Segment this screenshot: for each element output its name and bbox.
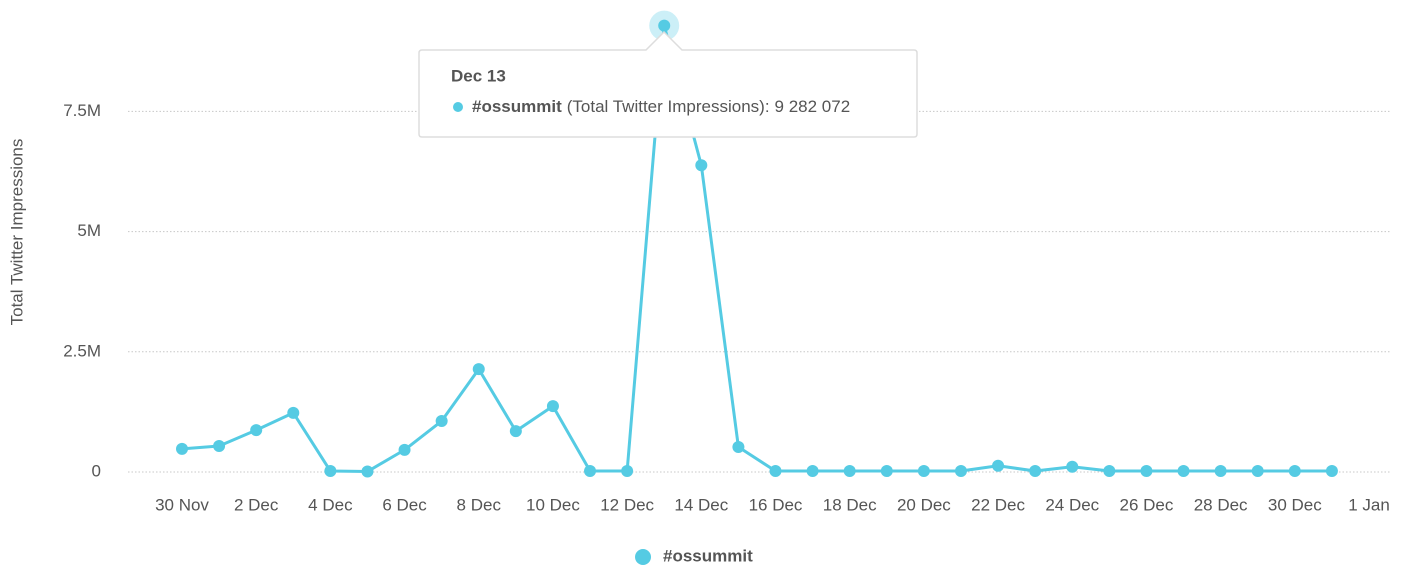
point (1029, 465, 1042, 478)
y-tick-label: 2.5M (63, 341, 101, 360)
point (1251, 465, 1264, 478)
tooltip-title: Dec 13 (451, 66, 506, 85)
x-tick-label: 6 Dec (382, 495, 427, 514)
point (880, 465, 893, 478)
x-tick-label: 14 Dec (674, 495, 728, 514)
y-tick-label: 0 (92, 461, 101, 480)
x-tick-label: 4 Dec (308, 495, 353, 514)
point (954, 465, 967, 478)
point (769, 465, 782, 478)
x-tick-label: 28 Dec (1194, 495, 1248, 514)
point (1066, 460, 1079, 473)
y-tick-label: 7.5M (63, 101, 101, 120)
legend-label: #ossummit (663, 546, 753, 565)
x-tick-label: 22 Dec (971, 495, 1025, 514)
point (695, 159, 708, 172)
tooltip-value: 9 282 072 (775, 97, 851, 116)
tooltip-box (418, 30, 918, 138)
point (472, 363, 485, 376)
x-tick-label: 20 Dec (897, 495, 951, 514)
point (658, 19, 671, 32)
point (1325, 465, 1338, 478)
x-tick-label: 1 Jan (1348, 495, 1390, 514)
tooltip-label: (Total Twitter Impressions): (567, 97, 770, 116)
point (621, 465, 634, 478)
point (992, 459, 1005, 472)
point (361, 465, 374, 478)
tooltip-series: #ossummit (472, 97, 562, 116)
y-tick-label: 5M (77, 221, 101, 240)
point (1214, 465, 1227, 478)
point (1177, 465, 1190, 478)
point (398, 443, 411, 456)
y-axis-label: Total Twitter Impressions (7, 139, 26, 326)
line (181, 24, 1332, 474)
tooltip: Dec 13 #ossummit (Total Twitter Impression… (418, 30, 918, 138)
point (176, 442, 188, 455)
x-tick-label: 10 Dec (526, 495, 580, 514)
x-tick-label: 12 Dec (600, 495, 654, 514)
point (843, 465, 856, 478)
point (287, 406, 300, 419)
point (509, 425, 522, 438)
point (806, 465, 819, 478)
tooltip-marker (453, 102, 463, 112)
tooltip-text: #ossummit (Total Twitter Impressions): 9 2… (472, 97, 850, 116)
x-tick-label: 8 Dec (457, 495, 502, 514)
point (324, 465, 337, 478)
point (546, 400, 559, 413)
legend-marker (635, 549, 651, 565)
point (213, 440, 226, 453)
point (584, 465, 597, 478)
point (1103, 465, 1116, 478)
x-tick-label: 26 Dec (1120, 495, 1174, 514)
point (250, 424, 263, 437)
x-tick-label: 30 Nov (155, 495, 209, 514)
point (435, 415, 448, 428)
point (732, 440, 745, 453)
x-tick-label: 2 Dec (234, 495, 279, 514)
point (1288, 465, 1301, 478)
x-tick-label: 16 Dec (749, 495, 803, 514)
x-tick-label: 18 Dec (823, 495, 877, 514)
x-tick-label: 24 Dec (1045, 495, 1099, 514)
point (1140, 465, 1153, 478)
point (917, 465, 930, 478)
x-tick-label: 30 Dec (1268, 495, 1322, 514)
